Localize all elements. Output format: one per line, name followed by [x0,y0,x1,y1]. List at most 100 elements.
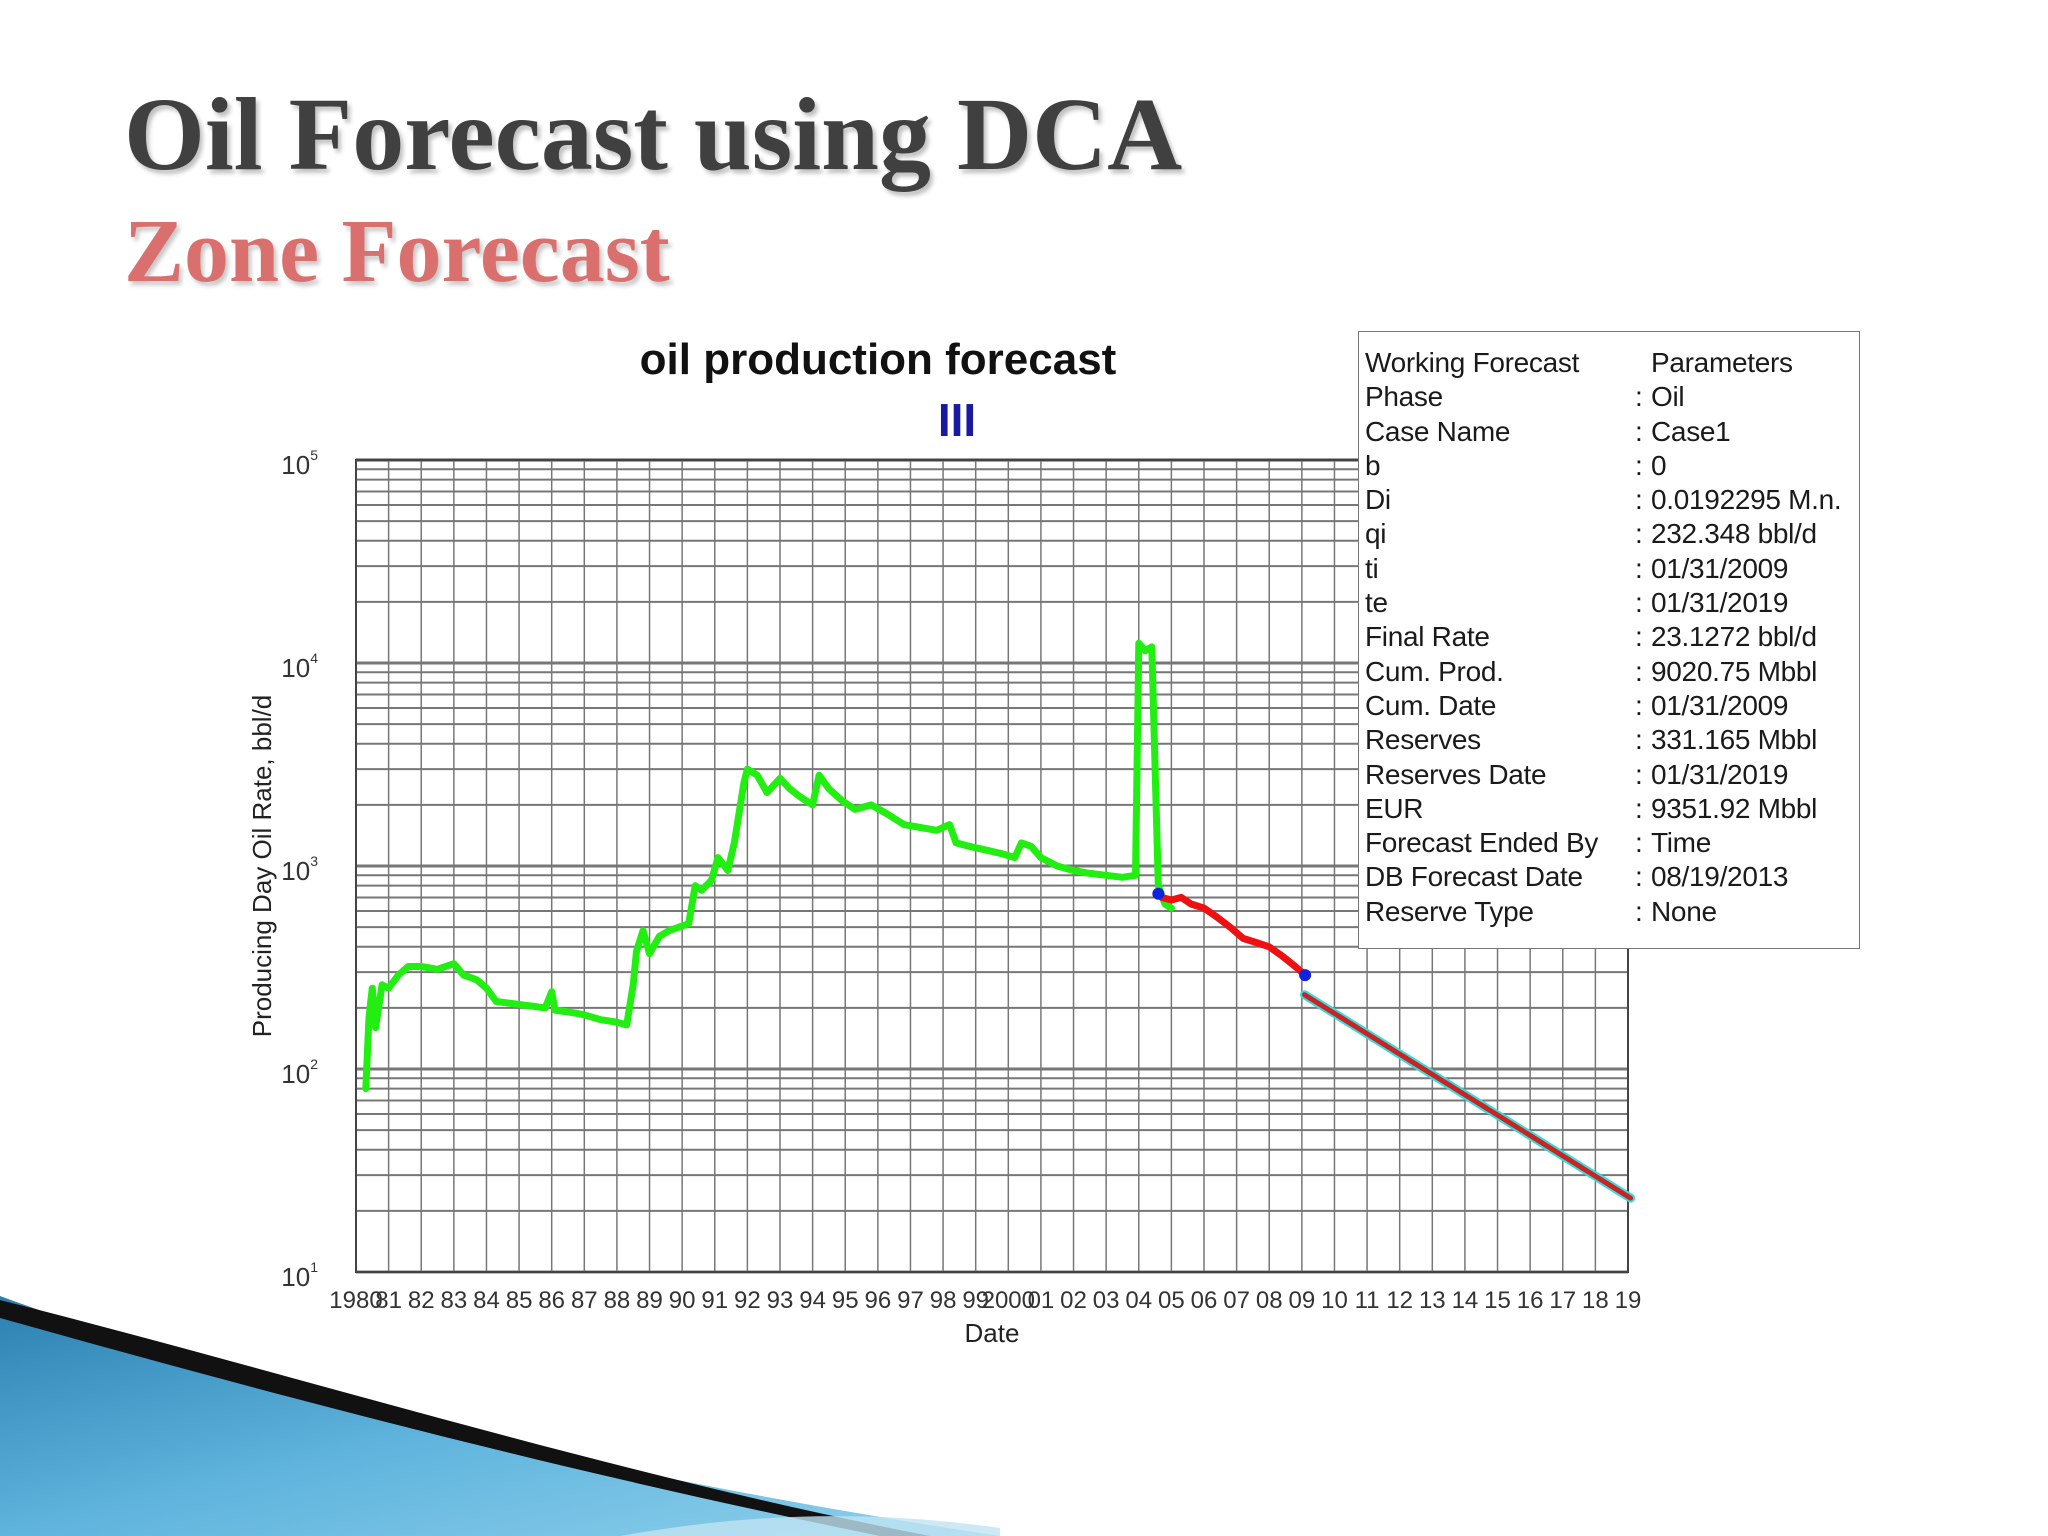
parameter-value: 9351.92 Mbbl [1651,792,1818,824]
parameter-separator: : [1635,587,1643,619]
parameter-label: Reserve Type [1365,895,1534,927]
x-tick-label: 06 [1191,1287,1218,1314]
parameter-row: ti:01/31/2009 [1365,552,1841,586]
y-tick-label: 104 [281,650,318,683]
parameter-value: 01/31/2009 [1651,552,1789,584]
parameter-label: Cum. Prod. [1365,655,1504,687]
x-tick-label: 84 [473,1287,500,1314]
x-tick-label: 01 [1028,1287,1055,1314]
x-tick-label: 81 [375,1287,402,1314]
parameter-label: ti [1365,552,1379,584]
x-tick-label: 04 [1125,1287,1152,1314]
x-tick-label: 14 [1452,1287,1479,1314]
x-tick-label: 90 [669,1287,696,1314]
parameters-table: Working Forecast Parameters Phase: Oil Cas… [1365,346,1842,929]
parameter-separator: : [1635,518,1643,550]
parameter-label: Final Rate [1365,621,1490,653]
parameter-row: Cum. Prod.:9020.75 Mbbl [1365,655,1841,689]
parameter-label: Cum. Date [1365,689,1497,721]
x-tick-label: 85 [506,1287,533,1314]
parameter-row: Forecast Ended By: Time [1365,826,1841,860]
parameter-label: EUR [1365,792,1424,824]
parameter-separator: : [1635,415,1643,447]
x-tick-label: 89 [636,1287,663,1314]
x-tick-label: 12 [1386,1287,1413,1314]
parameter-value: 331.165 Mbbl [1651,724,1818,756]
x-tick-label: 97 [897,1287,924,1314]
parameter-value: 0.0192295 M.n. [1651,484,1842,516]
parameter-separator: : [1635,895,1643,927]
parameter-separator: : [1635,484,1643,516]
parameter-separator: : [1635,381,1643,413]
y-tick-label: 102 [281,1056,318,1089]
x-tick-label: 2000 [982,1287,1035,1314]
parameter-row: Reserves:331.165 Mbbl [1365,723,1841,757]
parameter-label: te [1365,587,1388,619]
forecast-marker [1152,887,1165,900]
parameter-label: Forecast Ended By [1365,827,1599,859]
parameters-header-label: Working Forecast [1365,347,1580,378]
parameter-row: Reserve Type: None [1365,895,1841,929]
x-tick-label: 86 [538,1287,565,1314]
x-tick-label: 1980 [329,1287,382,1314]
parameters-header-value: Parameters [1651,347,1793,378]
parameter-label: Reserves Date [1365,758,1547,790]
parameter-value: Oil [1651,381,1685,413]
x-tick-label: 88 [604,1287,631,1314]
parameter-separator: : [1635,449,1643,481]
parameter-value: 01/31/2019 [1651,587,1789,619]
parameter-label: Case Name [1365,415,1511,447]
x-tick-label: 13 [1419,1287,1446,1314]
parameter-separator: : [1635,655,1643,687]
parameter-value: Case1 [1651,415,1731,447]
y-axis-label: Producing Day Oil Rate, bbl/d [247,695,277,1038]
parameter-label: Reserves [1365,724,1481,756]
parameter-row: Phase: Oil [1365,380,1841,414]
parameter-row: Di:0.0192295 M.n. [1365,483,1842,517]
parameter-value: 23.1272 bbl/d [1651,621,1817,653]
parameter-value: Time [1651,827,1711,859]
x-tick-label: 11 [1355,1287,1380,1314]
parameter-row: Reserves Date:01/31/2019 [1365,758,1841,792]
chart-series [362,639,1636,1203]
x-tick-label: 02 [1060,1287,1087,1314]
parameter-separator: : [1635,827,1643,859]
x-tick-label: 08 [1256,1287,1283,1314]
parameters-header-row: Working Forecast Parameters [1365,346,1841,380]
parameter-separator: : [1635,724,1643,756]
forecast-line [1302,992,1634,1201]
parameter-label: Phase [1365,381,1443,413]
parameter-separator: : [1635,861,1643,893]
x-tick-label: 83 [440,1287,467,1314]
x-axis-label: Date [965,1318,1020,1348]
x-tick-label: 03 [1093,1287,1120,1314]
forecast-parameters-box: Working Forecast Parameters Phase: Oil Cas… [1358,331,1860,949]
parameter-label: Di [1365,484,1391,516]
x-tick-label: 93 [767,1287,794,1314]
x-tick-label: 94 [799,1287,826,1314]
slide-title: Oil Forecast using DCA [124,77,1183,192]
chart-markers [1152,887,1312,982]
x-tick-label: 87 [571,1287,598,1314]
parameter-row: qi:232.348 bbl/d [1365,517,1841,551]
x-tick-label: 82 [408,1287,435,1314]
x-tick-label: 99 [962,1287,989,1314]
forecast-marker [1299,969,1312,982]
x-tick-label: 15 [1484,1287,1511,1314]
parameter-value: 9020.75 Mbbl [1651,655,1818,687]
x-tick-label: 95 [832,1287,859,1314]
parameter-label: DB Forecast Date [1365,861,1583,893]
parameter-row: Cum. Date:01/31/2009 [1365,689,1841,723]
parameter-value: 01/31/2019 [1651,758,1789,790]
slide-subtitle: Zone Forecast [124,202,670,301]
parameter-value: 0 [1651,449,1667,481]
x-tick-label: 05 [1158,1287,1185,1314]
y-tick-label: 105 [281,447,318,480]
chart-subtitle: III [938,394,976,446]
parameter-row: Final Rate:23.1272 bbl/d [1365,620,1841,654]
x-tick-label: 91 [701,1287,728,1314]
parameter-separator: : [1635,621,1643,653]
parameter-row: EUR:9351.92 Mbbl [1365,792,1841,826]
parameter-separator: : [1635,689,1643,721]
x-tick-label: 96 [864,1287,891,1314]
